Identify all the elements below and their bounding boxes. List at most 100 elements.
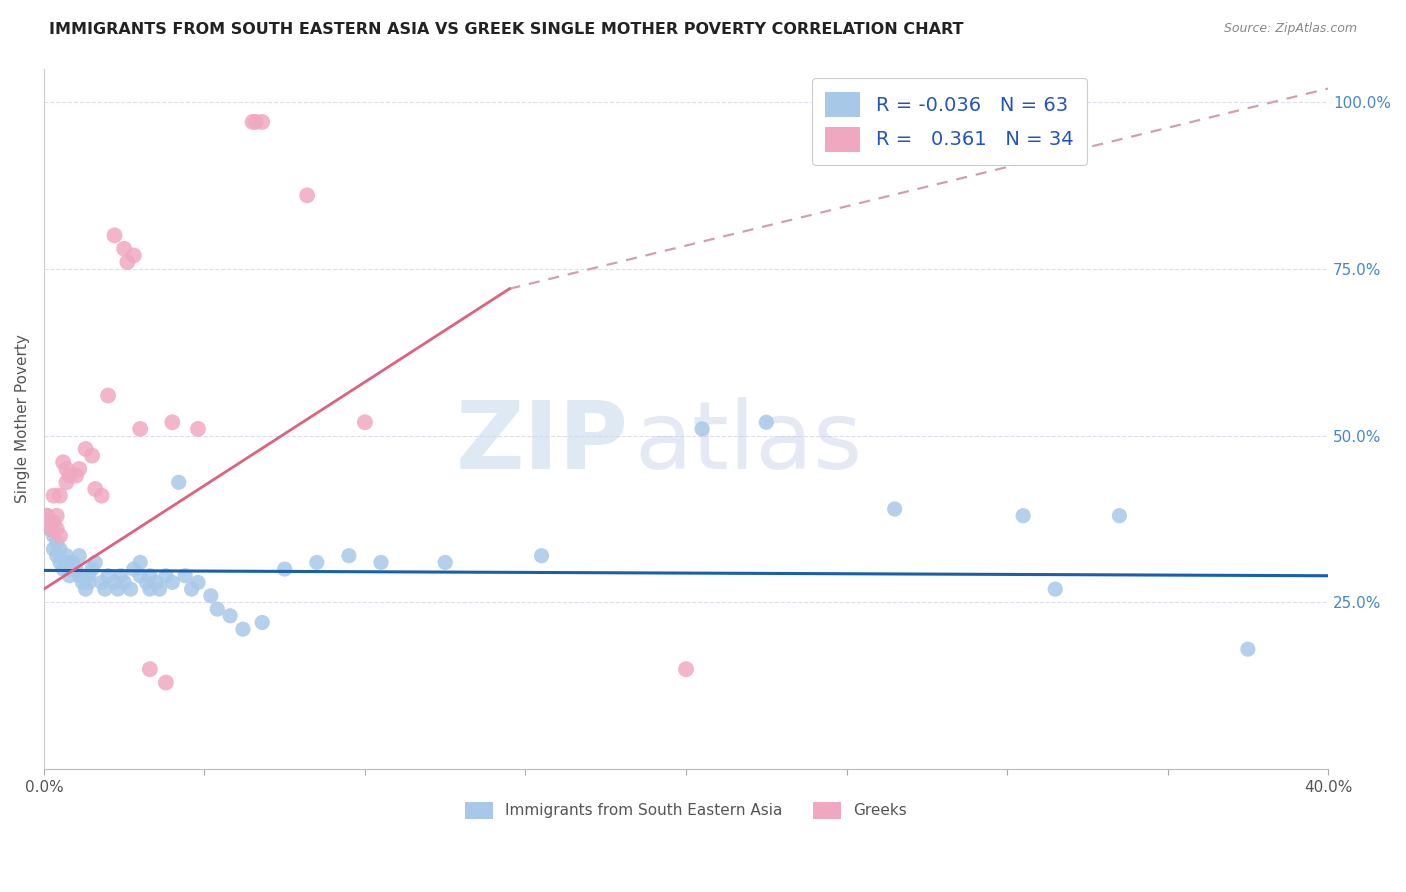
- Point: [45, 508, 67, 523]
- Point: [273, 562, 295, 576]
- Point: [55, 475, 77, 490]
- Point: [75, 582, 97, 596]
- Point: [62, 555, 84, 569]
- Point: [155, 568, 177, 582]
- Point: [65, 562, 87, 576]
- Point: [245, 115, 267, 129]
- Point: [94, 582, 117, 596]
- Point: [232, 622, 254, 636]
- Point: [49, 555, 72, 569]
- Point: [84, 482, 107, 496]
- Point: [675, 662, 697, 676]
- Point: [35, 508, 58, 523]
- Point: [67, 549, 90, 563]
- Point: [52, 562, 75, 576]
- Point: [58, 468, 80, 483]
- Point: [148, 582, 170, 596]
- Point: [120, 582, 142, 596]
- Point: [103, 228, 125, 243]
- Point: [110, 568, 132, 582]
- Point: [1108, 508, 1130, 523]
- Point: [180, 582, 202, 596]
- Point: [97, 568, 120, 582]
- Point: [1012, 508, 1035, 523]
- Point: [39, 522, 62, 536]
- Point: [77, 575, 100, 590]
- Point: [883, 502, 905, 516]
- Point: [112, 242, 135, 256]
- Point: [55, 549, 77, 563]
- Point: [67, 568, 90, 582]
- Point: [139, 582, 162, 596]
- Point: [90, 489, 112, 503]
- Y-axis label: Single Mother Poverty: Single Mother Poverty: [15, 334, 30, 503]
- Point: [354, 415, 377, 429]
- Point: [58, 568, 80, 582]
- Point: [45, 522, 67, 536]
- Point: [80, 562, 103, 576]
- Point: [35, 508, 58, 523]
- Point: [122, 248, 145, 262]
- Point: [90, 575, 112, 590]
- Point: [145, 575, 167, 590]
- Point: [45, 549, 67, 563]
- Point: [250, 615, 273, 630]
- Point: [690, 422, 713, 436]
- Point: [52, 455, 75, 469]
- Point: [97, 388, 120, 402]
- Point: [39, 522, 62, 536]
- Point: [84, 555, 107, 569]
- Point: [530, 549, 553, 563]
- Text: IMMIGRANTS FROM SOUTH EASTERN ASIA VS GREEK SINGLE MOTHER POVERTY CORRELATION CH: IMMIGRANTS FROM SOUTH EASTERN ASIA VS GR…: [49, 22, 963, 37]
- Point: [207, 602, 229, 616]
- Point: [103, 575, 125, 590]
- Point: [162, 575, 184, 590]
- Point: [434, 555, 457, 569]
- Point: [75, 442, 97, 456]
- Point: [242, 115, 264, 129]
- Point: [305, 555, 328, 569]
- Point: [42, 529, 65, 543]
- Point: [167, 475, 190, 490]
- Point: [55, 462, 77, 476]
- Point: [58, 562, 80, 576]
- Legend: Immigrants from South Eastern Asia, Greeks: Immigrants from South Eastern Asia, Gree…: [460, 796, 912, 825]
- Point: [135, 575, 157, 590]
- Text: atlas: atlas: [634, 398, 863, 490]
- Text: Source: ZipAtlas.com: Source: ZipAtlas.com: [1223, 22, 1357, 36]
- Point: [337, 549, 360, 563]
- Point: [187, 422, 209, 436]
- Point: [219, 608, 242, 623]
- Point: [65, 468, 87, 483]
- Point: [200, 589, 222, 603]
- Point: [1237, 642, 1260, 657]
- Point: [77, 568, 100, 582]
- Point: [1045, 582, 1067, 596]
- Point: [80, 449, 103, 463]
- Point: [42, 516, 65, 530]
- Point: [250, 115, 273, 129]
- Point: [129, 568, 152, 582]
- Point: [187, 575, 209, 590]
- Point: [755, 415, 778, 429]
- Point: [67, 462, 90, 476]
- Point: [155, 675, 177, 690]
- Point: [129, 422, 152, 436]
- Point: [55, 555, 77, 569]
- Point: [162, 415, 184, 429]
- Point: [49, 529, 72, 543]
- Point: [42, 542, 65, 557]
- Point: [49, 489, 72, 503]
- Point: [107, 582, 129, 596]
- Text: ZIP: ZIP: [456, 398, 628, 490]
- Point: [45, 535, 67, 549]
- Point: [295, 188, 318, 202]
- Point: [129, 555, 152, 569]
- Point: [139, 568, 162, 582]
- Point: [174, 568, 197, 582]
- Point: [117, 255, 139, 269]
- Point: [139, 662, 162, 676]
- Point: [72, 575, 94, 590]
- Point: [49, 542, 72, 557]
- Point: [112, 575, 135, 590]
